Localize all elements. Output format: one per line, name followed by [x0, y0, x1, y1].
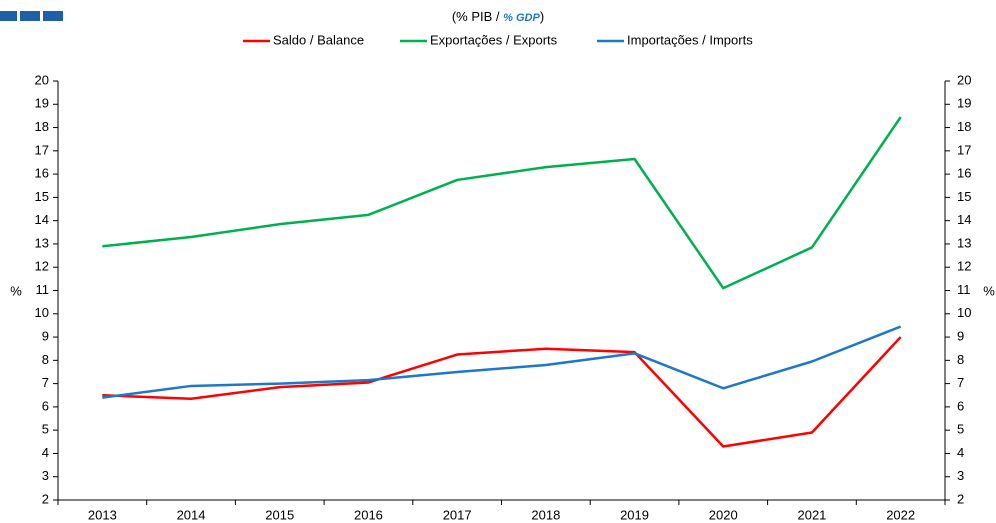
- y-tick-label: 6: [42, 398, 49, 413]
- subtitle: (% PIB / % GDP): [452, 9, 544, 24]
- legend-label: Saldo / Balance: [273, 32, 364, 47]
- x-tick-label: 2020: [709, 507, 738, 522]
- subtitle-part: ): [540, 9, 544, 24]
- y-tick-label: 18: [35, 119, 49, 134]
- y-tick-label: 11: [36, 282, 50, 297]
- y2-tick-label: 4: [957, 445, 964, 460]
- y-tick-label: 14: [35, 212, 49, 227]
- subtitle-part: % GDP: [503, 12, 540, 24]
- y2-tick-label: 15: [957, 189, 971, 204]
- legend-label: Importações / Imports: [627, 32, 753, 47]
- y2-tick-label: 20: [957, 72, 971, 87]
- x-tick-label: 2014: [177, 507, 206, 522]
- y2-tick-label: 7: [957, 375, 964, 390]
- y-tick-label: 16: [35, 166, 49, 181]
- y2-tick-label: 9: [957, 328, 964, 343]
- y-tick-label: 3: [42, 468, 49, 483]
- x-tick-label: 2017: [443, 507, 472, 522]
- y-tick-label: 17: [35, 142, 49, 157]
- x-tick-label: 2022: [886, 507, 915, 522]
- y2-tick-label: 3: [957, 468, 964, 483]
- x-tick-label: 2019: [620, 507, 649, 522]
- y-tick-label: 7: [42, 375, 49, 390]
- x-tick-label: 2018: [531, 507, 560, 522]
- decoration: [43, 11, 63, 21]
- y-tick-label: 13: [35, 235, 49, 250]
- y-tick-label: 9: [42, 328, 49, 343]
- y-tick-label: 5: [42, 422, 49, 437]
- y2-tick-label: 13: [957, 235, 971, 250]
- y2-tick-label: 2: [957, 491, 964, 506]
- y2-tick-label: 18: [957, 119, 971, 134]
- y-tick-label: 15: [35, 189, 49, 204]
- y-tick-label: 4: [42, 445, 49, 460]
- x-tick-label: 2016: [354, 507, 383, 522]
- y2-tick-label: 14: [957, 212, 971, 227]
- y2-tick-label: 11: [957, 282, 971, 297]
- y-tick-label: 19: [35, 96, 49, 111]
- y2-axis-label: %: [983, 283, 995, 298]
- y2-tick-label: 12: [957, 259, 971, 274]
- x-tick-label: 2015: [265, 507, 294, 522]
- series-line: [102, 325, 902, 399]
- series-line: [102, 336, 902, 448]
- y-tick-label: 12: [35, 259, 49, 274]
- x-tick-label: 2021: [797, 507, 826, 522]
- decoration: [20, 11, 40, 21]
- y2-tick-label: 6: [957, 398, 964, 413]
- y2-tick-label: 8: [957, 352, 964, 367]
- y-tick-label: 20: [35, 72, 49, 87]
- y2-tick-label: 5: [957, 422, 964, 437]
- decoration: [0, 11, 17, 21]
- y-axis-label: %: [10, 283, 22, 298]
- subtitle-part: (% PIB /: [452, 9, 500, 24]
- y-tick-label: 10: [35, 305, 49, 320]
- series-line: [102, 116, 902, 290]
- y2-tick-label: 10: [957, 305, 971, 320]
- y-tick-label: 2: [42, 491, 49, 506]
- x-tick-label: 2013: [88, 507, 117, 522]
- y2-tick-label: 19: [957, 96, 971, 111]
- y-tick-label: 8: [42, 352, 49, 367]
- legend-label: Exportações / Exports: [430, 32, 558, 47]
- y2-tick-label: 17: [957, 142, 971, 157]
- y2-tick-label: 16: [957, 166, 971, 181]
